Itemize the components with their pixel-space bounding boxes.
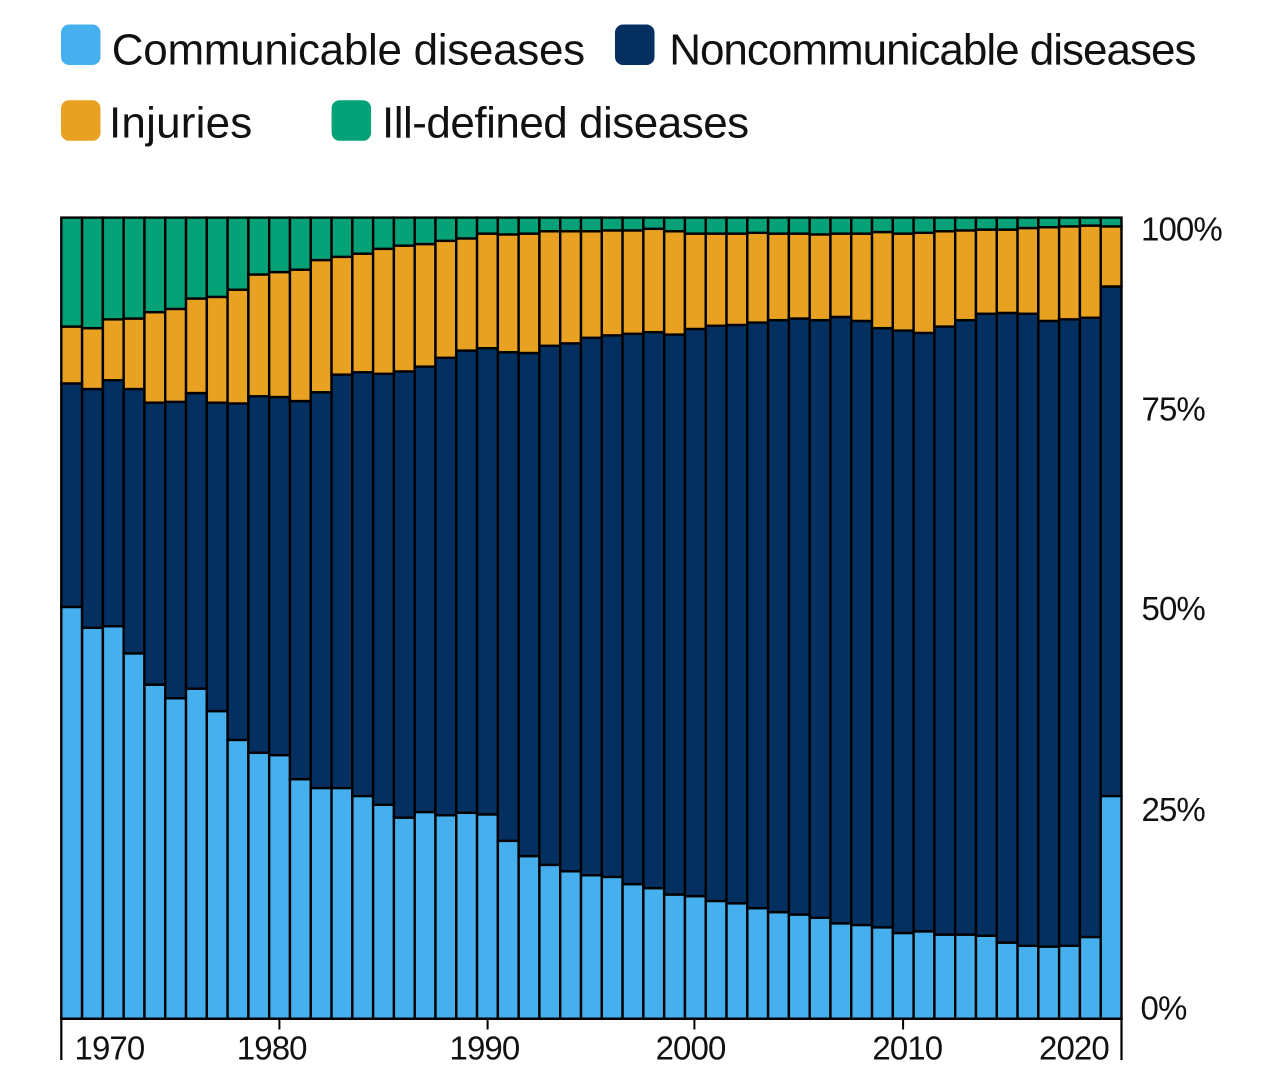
svg-text:Communicable diseases: Communicable diseases: [112, 25, 585, 74]
svg-text:Injuries: Injuries: [109, 99, 252, 148]
svg-text:2020: 2020: [1039, 1029, 1109, 1066]
svg-text:2000: 2000: [656, 1029, 726, 1066]
svg-text:1990: 1990: [450, 1029, 520, 1066]
svg-text:1970: 1970: [75, 1029, 145, 1066]
svg-text:50%: 50%: [1142, 590, 1206, 627]
svg-text:75%: 75%: [1142, 390, 1206, 427]
svg-text:100%: 100%: [1141, 211, 1222, 248]
svg-text:2010: 2010: [872, 1029, 942, 1066]
svg-text:25%: 25%: [1142, 791, 1206, 828]
svg-text:0%: 0%: [1141, 990, 1187, 1027]
svg-text:1980: 1980: [237, 1029, 307, 1066]
svg-text:Ill-defined diseases: Ill-defined diseases: [382, 99, 749, 148]
svg-text:Noncommunicable diseases: Noncommunicable diseases: [669, 25, 1195, 74]
